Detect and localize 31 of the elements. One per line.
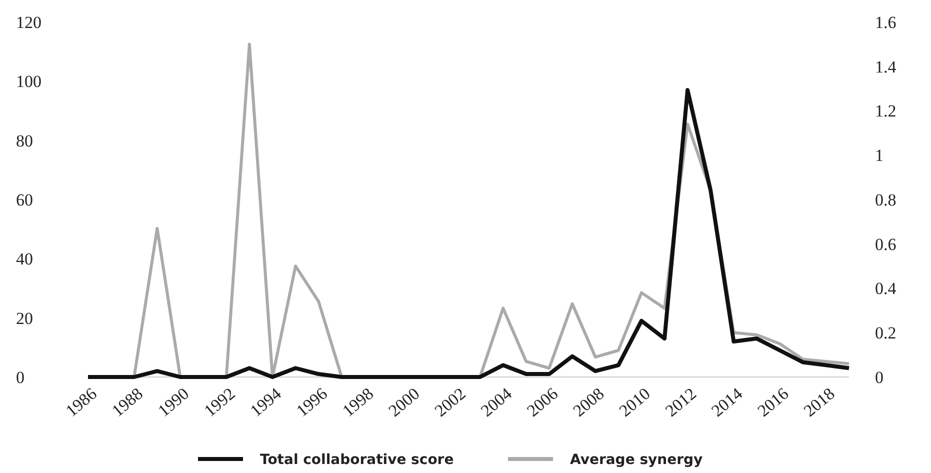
- y2-tick-label: 1: [875, 146, 884, 166]
- y2-tick-label: 0.6: [875, 234, 896, 254]
- x-tick-label: 1998: [338, 384, 378, 420]
- y-tick-label: 60: [16, 190, 33, 210]
- y-tick-label: 20: [16, 308, 33, 328]
- legend-label: Total collaborative score: [260, 452, 454, 468]
- y2-tick-label: 0.2: [875, 324, 896, 343]
- x-tick-label: 1994: [246, 384, 286, 420]
- x-tick-label: 1990: [154, 384, 193, 420]
- y-tick-label: 120: [16, 12, 42, 32]
- y-tick-label: 100: [16, 72, 42, 92]
- y-tick-label: 40: [16, 250, 33, 269]
- x-tick-label: 1996: [292, 384, 331, 420]
- x-tick-label: 2018: [800, 384, 838, 420]
- x-tick-label: 2008: [569, 384, 608, 420]
- y2-tick-label: 0: [875, 368, 884, 387]
- x-tick-label: 1988: [108, 384, 147, 420]
- legend-label: Average synergy: [570, 452, 703, 468]
- x-tick-label: 2000: [384, 384, 424, 420]
- x-tick-label: 1992: [200, 384, 239, 420]
- y2-tick-label: 0.4: [875, 279, 897, 298]
- x-tick-label: 2010: [616, 384, 654, 420]
- y2-tick-label: 1.2: [875, 102, 896, 121]
- x-tick-label: 1986: [62, 384, 100, 420]
- y-tick-label: 80: [16, 131, 33, 150]
- y2-tick-label: 1.4: [875, 57, 897, 76]
- x-tick-label: 2012: [662, 384, 700, 420]
- x-tick-label: 2002: [431, 384, 470, 420]
- y2-tick-label: 1.6: [875, 12, 896, 32]
- y2-tick-label: 0.8: [875, 190, 896, 210]
- y-tick-label: 0: [16, 368, 24, 387]
